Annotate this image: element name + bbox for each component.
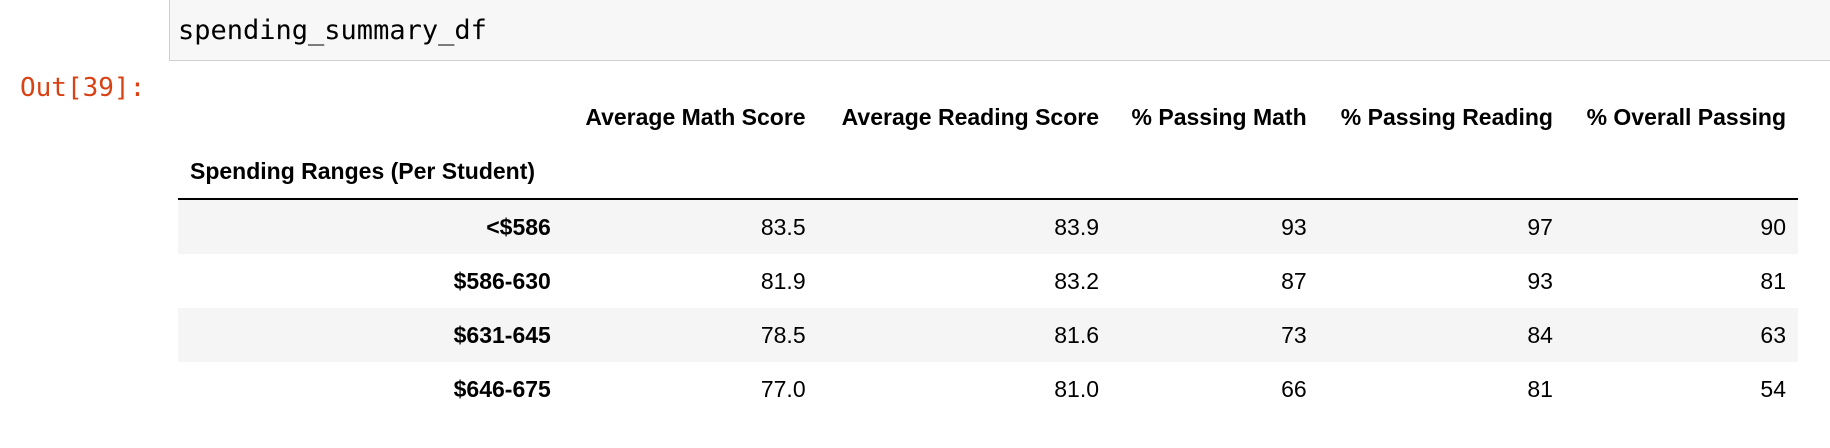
- column-header-row: Average Math Score Average Reading Score…: [178, 90, 1798, 144]
- index-name-header: Spending Ranges (Per Student): [178, 144, 563, 200]
- column-header: % Passing Math: [1131, 103, 1307, 130]
- table-cell: 83.9: [1054, 213, 1100, 240]
- column-header: Average Reading Score: [841, 103, 1100, 130]
- code-input-cell[interactable]: spending_summary_df: [169, 0, 1830, 61]
- dataframe-table: Average Math Score Average Reading Score…: [178, 90, 1798, 416]
- table-cell: 90: [1760, 213, 1786, 240]
- blank-header-cell: [1111, 144, 1319, 200]
- column-header: % Overall Passing: [1586, 103, 1786, 130]
- table-cell: 81.6: [1054, 321, 1100, 348]
- output-prompt: Out[39]:: [20, 73, 146, 103]
- table-cell: 63: [1760, 321, 1786, 348]
- table-cell: 77.0: [760, 375, 806, 402]
- table-cell: 81.9: [760, 267, 806, 294]
- blank-header-cell: [817, 144, 1112, 200]
- code-text: spending_summary_df: [178, 15, 487, 46]
- column-header: Average Math Score: [585, 103, 806, 130]
- table-cell: 54: [1760, 375, 1786, 402]
- table-row: $646-675 77.0 81.0 66 81 54: [178, 362, 1798, 416]
- table-cell: 83.2: [1054, 267, 1100, 294]
- table-row: $586-630 81.9 83.2 87 93 81: [178, 254, 1798, 308]
- table-cell: 87: [1281, 267, 1307, 294]
- table-cell: 66: [1281, 375, 1307, 402]
- blank-header-cell: [562, 144, 818, 200]
- table-cell: 78.5: [760, 321, 806, 348]
- table-cell: 93: [1527, 267, 1553, 294]
- table-cell: 81: [1760, 267, 1786, 294]
- column-header: % Passing Reading: [1340, 103, 1553, 130]
- table-cell: 97: [1527, 213, 1553, 240]
- table-row: $631-645 78.5 81.6 73 84 63: [178, 308, 1798, 362]
- table-cell: 84: [1527, 321, 1553, 348]
- table-cell: 93: [1281, 213, 1307, 240]
- table-cell: 81: [1527, 375, 1553, 402]
- row-label: <$586: [486, 213, 551, 240]
- table-row: <$586 83.5 83.9 93 97 90: [178, 199, 1798, 254]
- row-label: $586-630: [453, 267, 551, 294]
- index-name-row: Spending Ranges (Per Student): [178, 144, 1798, 200]
- blank-header-cell: [1564, 144, 1798, 200]
- blank-header-cell: [178, 90, 563, 144]
- table-cell: 73: [1281, 321, 1307, 348]
- row-label: $631-645: [453, 321, 551, 348]
- table-cell: 83.5: [760, 213, 806, 240]
- blank-header-cell: [1318, 144, 1565, 200]
- row-label: $646-675: [453, 375, 551, 402]
- table-cell: 81.0: [1054, 375, 1100, 402]
